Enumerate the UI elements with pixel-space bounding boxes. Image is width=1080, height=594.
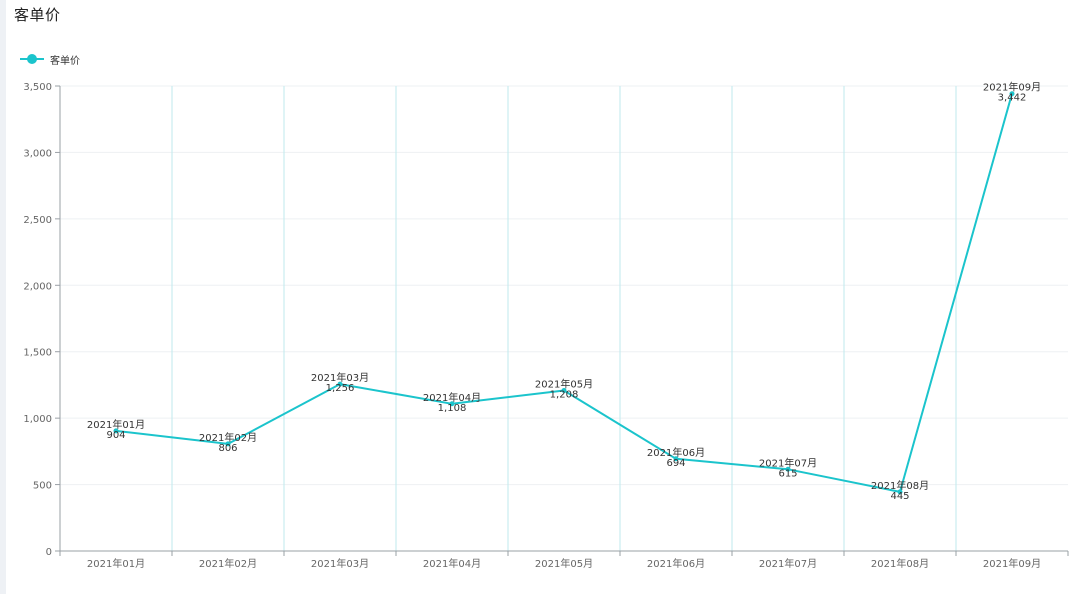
x-tick-label: 2021年07月	[759, 557, 817, 570]
data-label-value: 1,208	[550, 390, 579, 401]
data-label-category: 2021年05月	[535, 378, 593, 391]
data-point	[673, 456, 679, 462]
chart-title: 客单价	[14, 6, 61, 24]
data-label-value: 445	[890, 491, 909, 502]
left-edge-strip	[0, 0, 6, 594]
data-label-category: 2021年04月	[423, 391, 481, 404]
y-tick-label: 1,000	[23, 414, 52, 425]
legend-dot	[27, 54, 37, 64]
data-point	[337, 381, 343, 387]
legend-label: 客单价	[50, 55, 80, 67]
data-label-category: 2021年02月	[199, 431, 257, 444]
data-label-category: 2021年01月	[87, 418, 145, 431]
data-point	[225, 441, 231, 447]
x-tick-label: 2021年03月	[311, 557, 369, 570]
data-label-category: 2021年07月	[759, 456, 817, 469]
data-point	[897, 489, 903, 495]
y-tick-label: 2,500	[23, 215, 52, 226]
data-label-category: 2021年03月	[311, 371, 369, 384]
y-tick-label: 2,000	[23, 281, 52, 292]
x-tick-label: 2021年05月	[535, 557, 593, 570]
y-tick-label: 500	[33, 481, 52, 492]
legend[interactable]: 客单价	[20, 52, 80, 67]
data-label-value: 615	[778, 468, 797, 479]
y-tick-label: 1,500	[23, 348, 52, 359]
x-tick-label: 2021年01月	[87, 557, 145, 570]
x-tick-label: 2021年09月	[983, 557, 1041, 570]
x-tick-label: 2021年04月	[423, 557, 481, 570]
x-tick-label: 2021年06月	[647, 557, 705, 570]
data-point	[449, 401, 455, 407]
legend-marker-icon	[20, 52, 46, 66]
data-label-category: 2021年09月	[983, 81, 1041, 94]
data-label-value: 904	[106, 430, 125, 441]
y-tick-label: 0	[46, 547, 52, 558]
data-label-value: 1,108	[438, 403, 467, 414]
data-label-value: 694	[666, 458, 685, 469]
data-label-value: 1,256	[326, 383, 355, 394]
y-tick-label: 3,000	[23, 148, 52, 159]
x-tick-label: 2021年02月	[199, 557, 257, 570]
data-label-category: 2021年08月	[871, 479, 929, 492]
data-point	[113, 428, 119, 434]
data-label-value: 806	[218, 443, 237, 454]
data-label-category: 2021年06月	[647, 446, 705, 459]
data-point	[785, 466, 791, 472]
data-point	[561, 388, 567, 394]
x-tick-label: 2021年08月	[871, 557, 929, 570]
data-point	[1009, 91, 1015, 97]
y-tick-label: 3,500	[23, 82, 52, 93]
data-label-value: 3,442	[998, 93, 1027, 104]
